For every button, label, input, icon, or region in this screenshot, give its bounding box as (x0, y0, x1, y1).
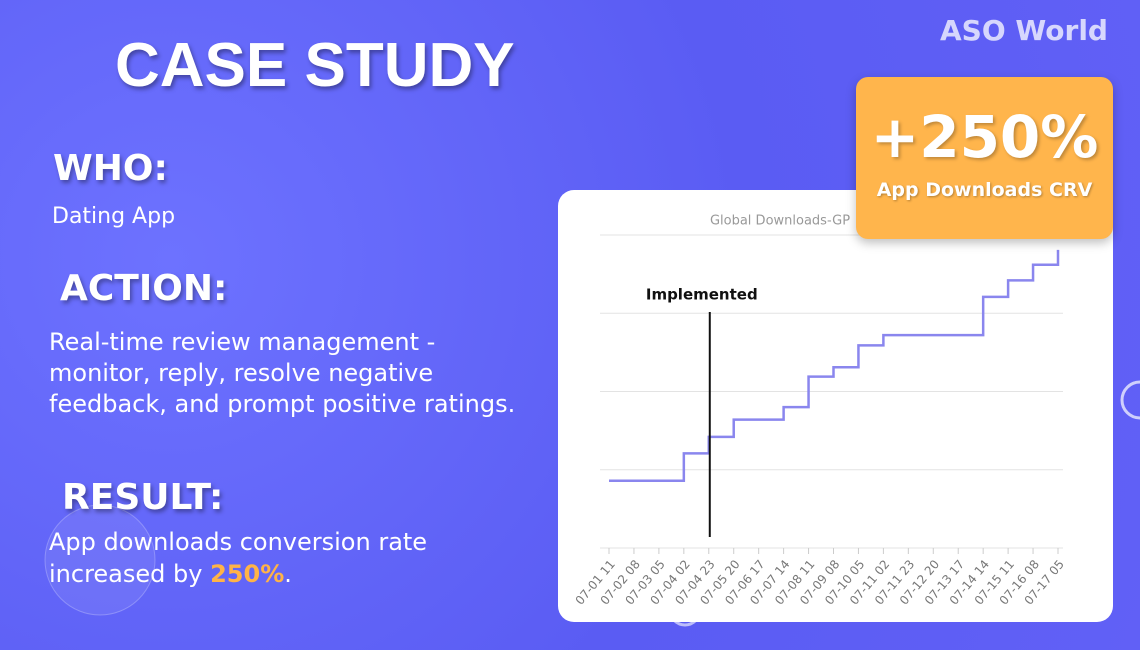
action-line: feedback, and prompt positive ratings. (49, 390, 516, 418)
who-heading: WHO: (53, 148, 168, 189)
action-text: Real-time review management - monitor, r… (49, 327, 515, 420)
chart-card (558, 190, 1113, 622)
logo: ASO World (940, 14, 1108, 47)
chart-title: Global Downloads-GP (710, 214, 850, 229)
who-text: Dating App (52, 204, 176, 229)
badge: +250% App Downloads CRV (856, 77, 1113, 239)
action-line: Real-time review management - (49, 328, 436, 356)
result-line: App downloads conversion rate (49, 528, 428, 556)
result-text: increased by (49, 560, 203, 588)
result-line: increased by 250%. (49, 558, 427, 590)
deco-bubble (44, 504, 156, 616)
result-end: . (284, 560, 292, 588)
action-line: monitor, reply, resolve negative (49, 359, 434, 387)
title: CASE STUDY (115, 31, 515, 100)
badge-label: App Downloads CRV (876, 179, 1093, 201)
badge-value: +250% (870, 103, 1099, 171)
result-highlight: 250% (210, 560, 285, 588)
action-heading: ACTION: (60, 268, 228, 309)
annotation-text: Implemented (646, 286, 758, 304)
deco-ring (1120, 380, 1140, 420)
result-text: App downloads conversion rate increased … (49, 526, 427, 590)
result-heading: RESULT: (62, 477, 224, 518)
